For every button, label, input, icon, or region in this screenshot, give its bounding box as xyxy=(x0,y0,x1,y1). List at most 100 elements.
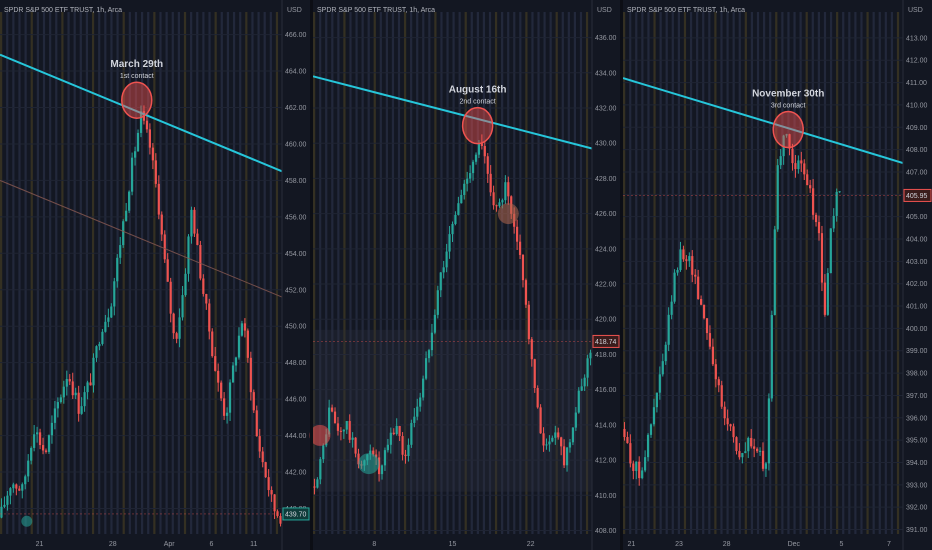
x-tick-label: 5 xyxy=(839,541,843,548)
session-stripe xyxy=(501,12,504,534)
candle-body xyxy=(560,437,563,447)
candle-body xyxy=(95,346,98,358)
candle-body xyxy=(492,192,495,206)
resistance-trendline[interactable] xyxy=(312,75,593,150)
session-stripe xyxy=(787,12,790,534)
candle-body xyxy=(110,306,113,318)
session-stripe xyxy=(513,12,516,534)
candle-body xyxy=(330,407,334,412)
session-stripe xyxy=(55,12,58,534)
session-stripe xyxy=(220,12,223,534)
secondary-trendline[interactable] xyxy=(0,179,283,298)
candle-body xyxy=(673,272,676,302)
y-tick-label: 398.00 xyxy=(906,371,928,378)
resistance-trendline[interactable] xyxy=(622,77,904,164)
candle-body xyxy=(0,506,3,518)
session-stripe xyxy=(141,12,144,534)
session-stripe xyxy=(543,12,546,534)
candle-body xyxy=(208,303,211,332)
candle-body xyxy=(457,203,460,215)
candle-body xyxy=(539,407,542,434)
session-stripe xyxy=(361,12,364,534)
session-stripe xyxy=(159,12,162,534)
candle-body xyxy=(228,382,232,413)
candle-body xyxy=(44,450,48,452)
session-stripe xyxy=(269,12,272,534)
candle-body xyxy=(77,392,80,414)
candle-body xyxy=(279,515,282,524)
chart-panel-3[interactable]: November 30th 3rd contact USD 391.00 392.00 3… xyxy=(622,0,932,550)
candle-body xyxy=(166,259,169,282)
y-tick-label: 460.00 xyxy=(285,141,307,148)
contact-circle[interactable] xyxy=(121,81,153,119)
session-stripe xyxy=(202,12,205,534)
candle-body xyxy=(744,451,747,454)
session-stripe xyxy=(319,12,322,534)
contact-circle[interactable] xyxy=(461,106,494,145)
session-stripe xyxy=(720,12,723,534)
candle-body xyxy=(521,254,525,281)
candle-body xyxy=(92,357,95,386)
candle-body xyxy=(348,421,351,440)
candle-body xyxy=(357,453,360,465)
y-tick-label: 464.00 xyxy=(285,69,307,76)
session-stripe xyxy=(896,12,900,534)
session-stripe xyxy=(79,12,82,534)
session-stripe xyxy=(793,12,796,534)
candle-body xyxy=(747,437,750,452)
touch-marker[interactable] xyxy=(21,515,33,527)
candle-body xyxy=(217,370,220,383)
session-stripe xyxy=(110,12,113,534)
y-tick-label: 454.00 xyxy=(285,251,307,258)
y-tick-label: 444.00 xyxy=(285,433,307,440)
candle-body xyxy=(333,411,337,424)
candle-body xyxy=(806,174,809,186)
candle-body xyxy=(471,161,475,174)
candle-body xyxy=(342,429,345,432)
candle-body xyxy=(18,488,21,491)
candle-body xyxy=(30,447,33,461)
session-stripes xyxy=(313,12,589,534)
panel-separator[interactable] xyxy=(310,0,313,550)
touch-marker[interactable] xyxy=(358,453,380,475)
session-stripe xyxy=(890,12,894,534)
candle-body xyxy=(655,392,658,408)
session-stripe xyxy=(67,12,70,534)
chart-panel-2[interactable]: August 16th 2nd contact USD 408.00 410.00 412… xyxy=(309,0,620,550)
candle-body xyxy=(518,241,522,255)
session-stripe xyxy=(860,12,863,534)
session-stripe xyxy=(823,12,827,534)
session-stripe xyxy=(561,12,564,534)
y-tick-label: 392.00 xyxy=(906,505,928,512)
session-stripe xyxy=(98,12,101,534)
session-stripe xyxy=(251,12,254,534)
session-stripe xyxy=(494,12,498,534)
candle-body xyxy=(753,446,756,449)
session-stripe xyxy=(750,12,754,534)
session-stripe xyxy=(476,12,479,534)
candle-body xyxy=(133,151,137,158)
touch-marker[interactable] xyxy=(497,203,519,225)
session-stripe xyxy=(714,12,717,534)
candle-body xyxy=(714,364,717,380)
y-tick-label: 403.00 xyxy=(906,259,928,266)
candle-body xyxy=(273,494,276,512)
y-tick-label: 407.00 xyxy=(906,169,928,176)
candle-body xyxy=(375,454,378,458)
candle-body xyxy=(658,374,661,393)
candle-body xyxy=(735,437,738,452)
candles xyxy=(0,105,282,527)
y-tick-label: 442.00 xyxy=(285,470,307,477)
candle-body xyxy=(407,444,410,457)
panel-separator[interactable] xyxy=(620,0,623,550)
contact-circle[interactable] xyxy=(772,110,804,149)
touch-marker[interactable] xyxy=(309,424,331,446)
y-tick-label: 456.00 xyxy=(285,214,307,221)
resistance-trendline[interactable] xyxy=(0,53,283,173)
session-stripe xyxy=(763,12,766,534)
candle-body xyxy=(812,188,815,215)
session-stripe xyxy=(313,12,316,534)
candle-body xyxy=(486,156,489,174)
x-tick-label: 21 xyxy=(36,541,44,548)
